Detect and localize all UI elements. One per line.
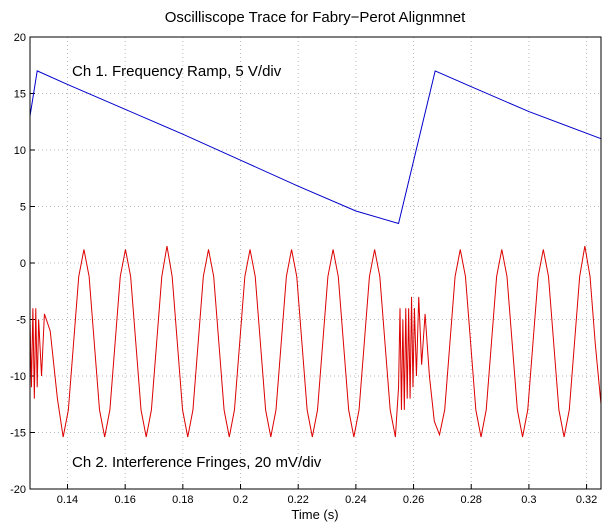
x-tick-label: 0.3 (521, 494, 536, 506)
line-series (29, 70, 602, 225)
x-tick-label: 0.26 (403, 494, 424, 506)
y-tick-label: 0 (20, 258, 26, 270)
x-tick-label: 0.18 (172, 494, 193, 506)
plot-frame (29, 36, 602, 490)
y-tick-label: -15 (10, 428, 26, 440)
y-tick-label: 15 (14, 89, 26, 101)
x-axis-label: Time (s) (291, 507, 338, 522)
y-tick-label: 5 (20, 202, 26, 214)
x-tick-label: 0.32 (576, 494, 597, 506)
x-tick-label: 0.14 (57, 494, 78, 506)
annotation: Ch 2. Interference Fringes, 20 mV/div (72, 454, 322, 471)
x-tick-label: 0.2 (233, 494, 248, 506)
chart-title: Oscilliscope Trace for Fabry−Perot Align… (165, 9, 466, 26)
x-tick-label: 0.22 (287, 494, 308, 506)
y-tick-label: -10 (10, 371, 26, 383)
x-tick-label: 0.24 (345, 494, 366, 506)
annotation: Ch 1. Frequency Ramp, 5 V/div (72, 63, 282, 80)
line-series (29, 245, 602, 438)
y-tick-label: -20 (10, 484, 26, 496)
y-tick-label: -5 (16, 315, 26, 327)
x-tick-label: 0.28 (461, 494, 482, 506)
y-tick-label: 10 (14, 145, 26, 157)
y-tick-label: 20 (14, 32, 26, 44)
x-tick-label: 0.16 (114, 494, 135, 506)
